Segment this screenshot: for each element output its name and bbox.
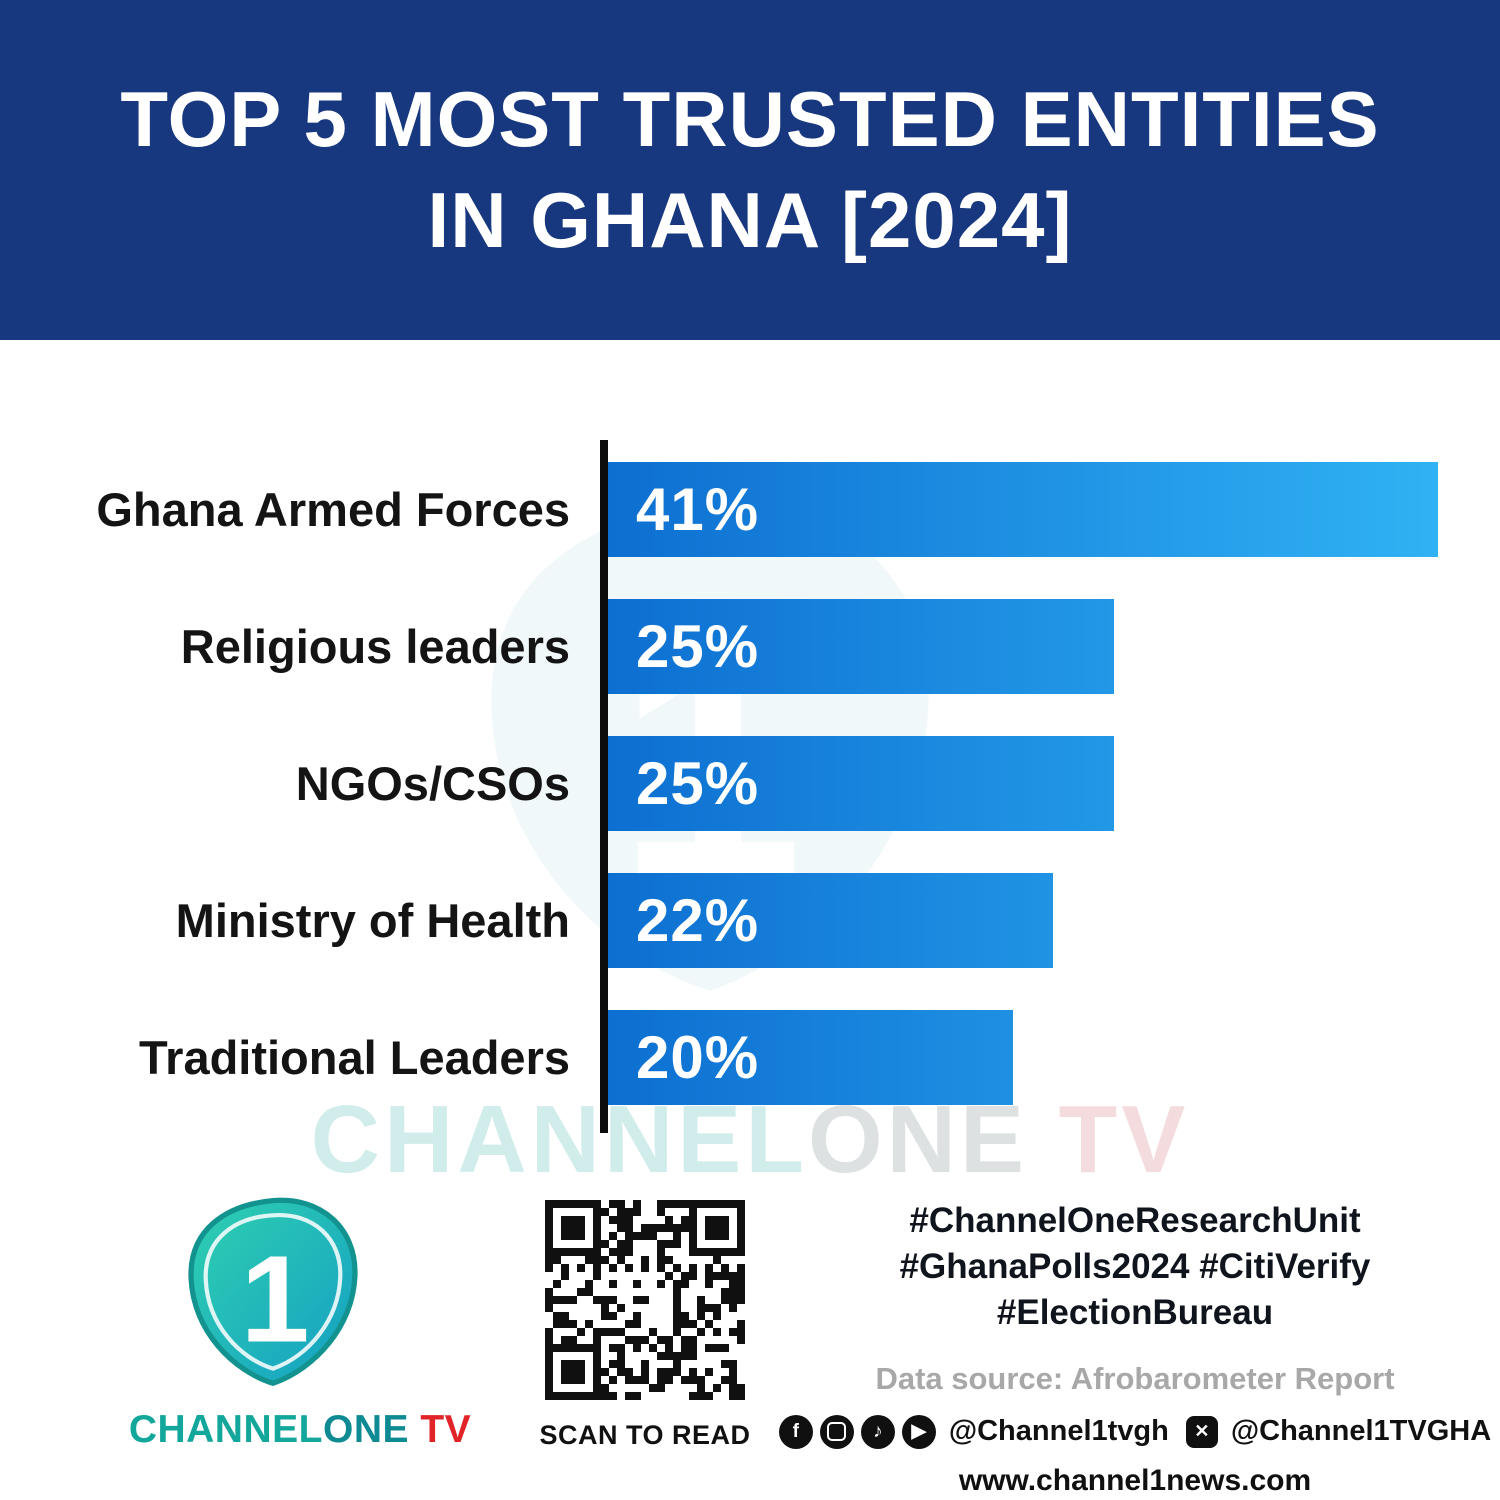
hashtag-line-1: #ChannelOneResearchUnit bbox=[909, 1201, 1361, 1240]
footer-right-block: #ChannelOneResearchUnit #GhanaPolls2024 … bbox=[778, 1198, 1491, 1498]
bar-row: Ministry of Health 22% bbox=[0, 873, 1500, 968]
svg-text:1: 1 bbox=[241, 1230, 310, 1368]
chart-axis-line bbox=[600, 440, 608, 1133]
category-label: Ghana Armed Forces bbox=[96, 483, 570, 536]
social-handle-2: @Channel1TVGHA bbox=[1230, 1415, 1492, 1448]
bar-track: 41% bbox=[608, 462, 1438, 557]
qr-code bbox=[545, 1200, 745, 1400]
instagram-icon bbox=[819, 1414, 854, 1449]
bar-track: 20% bbox=[608, 1010, 1438, 1105]
bar-chart: Ghana Armed Forces 41% Religious leaders 25… bbox=[0, 440, 1500, 1133]
brand-tv: TV bbox=[409, 1408, 472, 1451]
data-source-text: Data source: Afrobarometer Report bbox=[875, 1360, 1395, 1396]
value-label: 25% bbox=[636, 750, 760, 817]
bar: 20% bbox=[608, 1010, 1013, 1105]
page-title: TOP 5 MOST TRUSTED ENTITIES IN GHANA [20… bbox=[120, 69, 1379, 272]
page-title-line1: TOP 5 MOST TRUSTED ENTITIES bbox=[120, 74, 1380, 163]
qr-caption: SCAN TO READ bbox=[539, 1420, 751, 1450]
category-label: Traditional Leaders bbox=[139, 1031, 570, 1084]
bar-track: 25% bbox=[608, 736, 1438, 831]
bar: 25% bbox=[608, 599, 1115, 694]
bar-row: Traditional Leaders 20% bbox=[0, 1010, 1500, 1105]
x-twitter-icon: ✕ bbox=[1185, 1415, 1218, 1448]
website-url: www.channel1news.com bbox=[958, 1463, 1312, 1497]
bar: 25% bbox=[608, 736, 1115, 831]
bar-row: NGOs/CSOs 25% bbox=[0, 736, 1500, 831]
value-label: 25% bbox=[636, 613, 760, 680]
bar: 22% bbox=[608, 873, 1054, 968]
facebook-icon: f bbox=[778, 1414, 813, 1449]
bar-row: Religious leaders 25% bbox=[0, 599, 1500, 694]
hashtag-line-3: #ElectionBureau bbox=[996, 1293, 1274, 1333]
brand-one: ONE bbox=[322, 1408, 409, 1451]
bar-track: 22% bbox=[608, 873, 1438, 968]
brand-channel: CHANNEL bbox=[128, 1408, 323, 1451]
brand-wordmark: CHANNELONE TV bbox=[120, 1408, 480, 1452]
hashtag-line-2: #GhanaPolls2024 #CitiVerify bbox=[899, 1247, 1371, 1287]
value-label: 20% bbox=[636, 1024, 760, 1091]
channel-one-logo: 1 bbox=[168, 1188, 378, 1403]
bar-row: Ghana Armed Forces 41% bbox=[0, 462, 1500, 557]
value-label: 22% bbox=[636, 887, 760, 954]
bar-track: 25% bbox=[608, 599, 1438, 694]
youtube-icon: ▶ bbox=[901, 1414, 936, 1449]
category-label: Ministry of Health bbox=[175, 894, 570, 947]
tiktok-icon: ♪ bbox=[860, 1414, 895, 1449]
social-handle-1: @Channel1tvgh bbox=[948, 1415, 1169, 1448]
bar-rows: Ghana Armed Forces 41% Religious leaders 25… bbox=[0, 462, 1500, 1105]
social-row: f ♪ ▶ @Channel1tvgh ✕ @Channel1TVGHA bbox=[778, 1414, 1491, 1449]
hashtags: #ChannelOneResearchUnit #GhanaPolls2024 … bbox=[845, 1198, 1425, 1337]
category-label: NGOs/CSOs bbox=[295, 757, 570, 810]
bar: 41% bbox=[608, 462, 1438, 557]
value-label: 41% bbox=[636, 476, 760, 543]
category-label: Religious leaders bbox=[180, 620, 570, 673]
page-title-line2: IN GHANA [2024] bbox=[427, 176, 1073, 264]
header-banner: TOP 5 MOST TRUSTED ENTITIES IN GHANA [20… bbox=[0, 0, 1500, 340]
